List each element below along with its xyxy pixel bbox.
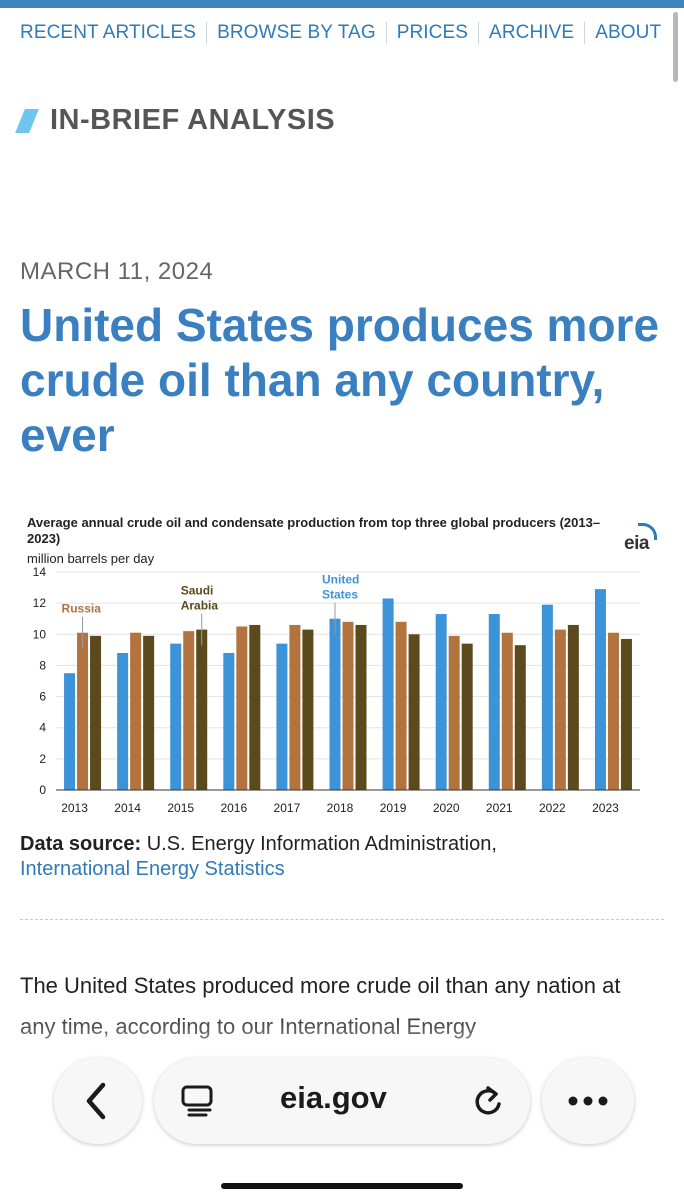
scrollbar-thumb[interactable] — [673, 12, 678, 82]
address-bar[interactable]: eia.gov — [154, 1058, 530, 1144]
eia-logo-text: eia — [624, 533, 649, 554]
top-accent-gap — [0, 8, 684, 10]
bar-russia — [342, 621, 354, 790]
chevron-left-icon — [86, 1082, 106, 1120]
article-title: United States produces more crude oil th… — [20, 299, 660, 461]
x-tick-label: 2018 — [327, 801, 354, 815]
slash-icon — [15, 108, 39, 133]
bar-saudi-arabia — [90, 635, 102, 790]
bar-united-states — [64, 673, 76, 790]
x-tick-label: 2017 — [274, 801, 301, 815]
bar-united-states — [435, 614, 447, 790]
bar-russia — [289, 624, 301, 790]
nav-archive[interactable]: ARCHIVE — [489, 22, 575, 43]
reload-icon[interactable] — [472, 1084, 504, 1118]
bar-russia — [77, 632, 89, 790]
production-chart: Average annual crude oil and condensate … — [20, 515, 664, 820]
nav-browse-by-tag[interactable]: BROWSE BY TAG — [217, 22, 376, 43]
y-tick-label: 8 — [39, 658, 46, 672]
content-divider — [20, 919, 664, 920]
x-tick-label: 2016 — [220, 801, 247, 815]
y-tick-label: 10 — [33, 627, 47, 641]
nav-separator — [206, 22, 208, 44]
bar-saudi-arabia — [514, 645, 526, 790]
bar-russia — [395, 621, 407, 790]
nav-about[interactable]: ABOUT — [595, 22, 662, 43]
eia-logo-icon: eia — [622, 523, 657, 554]
x-tick-label: 2020 — [433, 801, 460, 815]
nav-separator — [385, 22, 387, 44]
y-tick-label: 6 — [39, 690, 46, 704]
y-tick-label: 14 — [33, 565, 47, 579]
bar-russia — [554, 629, 566, 790]
data-source-link[interactable]: International Energy Statistics — [20, 858, 285, 880]
bar-russia — [183, 631, 195, 790]
bar-saudi-arabia — [461, 643, 473, 790]
data-source-text: U.S. Energy Information Administration, — [141, 833, 497, 855]
more-button[interactable] — [542, 1058, 634, 1144]
nav-separator — [478, 22, 480, 44]
more-icon — [568, 1096, 608, 1106]
series-annotation-label: Arabia — [181, 599, 219, 613]
data-source: Data source: U.S. Energy Information Adm… — [20, 832, 660, 882]
section-label: IN-BRIEF ANALYSIS — [15, 104, 336, 137]
nav-recent-articles[interactable]: RECENT ARTICLES — [20, 22, 197, 43]
bar-russia — [130, 632, 142, 790]
bar-saudi-arabia — [408, 634, 420, 790]
bar-united-states — [117, 652, 129, 790]
main-nav: RECENT ARTICLES BROWSE BY TAG PRICES ARC… — [20, 18, 661, 48]
bar-russia — [236, 626, 248, 790]
x-tick-label: 2013 — [61, 801, 88, 815]
x-tick-label: 2014 — [114, 801, 141, 815]
bar-saudi-arabia — [196, 629, 208, 790]
y-tick-label: 0 — [39, 783, 46, 797]
bar-united-states — [276, 643, 288, 790]
chart-y-unit: million barrels per day — [27, 551, 155, 566]
bar-saudi-arabia — [567, 624, 579, 790]
article-date: MARCH 11, 2024 — [20, 258, 214, 285]
series-annotation-label: United — [322, 573, 359, 587]
bar-united-states — [170, 643, 182, 790]
url-text[interactable]: eia.gov — [280, 1080, 387, 1115]
home-indicator[interactable] — [221, 1183, 463, 1189]
bar-saudi-arabia — [355, 624, 367, 790]
section-label-text: IN-BRIEF ANALYSIS — [50, 104, 336, 136]
nav-separator — [584, 22, 586, 44]
top-accent-bar — [0, 0, 684, 8]
x-tick-label: 2022 — [539, 801, 566, 815]
bar-united-states — [541, 604, 553, 790]
series-annotation-label: Saudi — [181, 584, 214, 598]
back-button[interactable] — [54, 1058, 142, 1144]
chart-title: Average annual crude oil and condensate … — [27, 515, 601, 546]
x-tick-label: 2023 — [592, 801, 619, 815]
bar-saudi-arabia — [143, 635, 155, 790]
chart-plot: 0 2 4 6 8 10 12 14 2013 2014 2015 2016 2017 2018 2019 2… — [33, 565, 640, 815]
bar-united-states — [329, 618, 341, 790]
bar-united-states — [594, 589, 606, 790]
bar-saudi-arabia — [620, 638, 632, 790]
x-tick-label: 2021 — [486, 801, 513, 815]
nav-prices[interactable]: PRICES — [396, 22, 469, 43]
x-tick-label: 2015 — [167, 801, 194, 815]
bar-united-states — [488, 614, 500, 790]
bar-saudi-arabia — [249, 624, 261, 790]
bar-russia — [501, 632, 513, 790]
series-annotation-label: Russia — [62, 602, 102, 616]
x-tick-label: 2019 — [380, 801, 407, 815]
y-tick-label: 2 — [39, 752, 46, 766]
bar-saudi-arabia — [302, 629, 314, 790]
reader-icon[interactable] — [180, 1084, 214, 1118]
bar-united-states — [382, 598, 394, 790]
y-tick-label: 4 — [39, 721, 46, 735]
bar-russia — [607, 632, 619, 790]
y-tick-label: 12 — [33, 596, 47, 610]
data-source-label: Data source: — [20, 833, 142, 855]
bar-russia — [448, 635, 460, 790]
bar-united-states — [223, 652, 235, 790]
series-annotation-label: States — [322, 588, 358, 602]
